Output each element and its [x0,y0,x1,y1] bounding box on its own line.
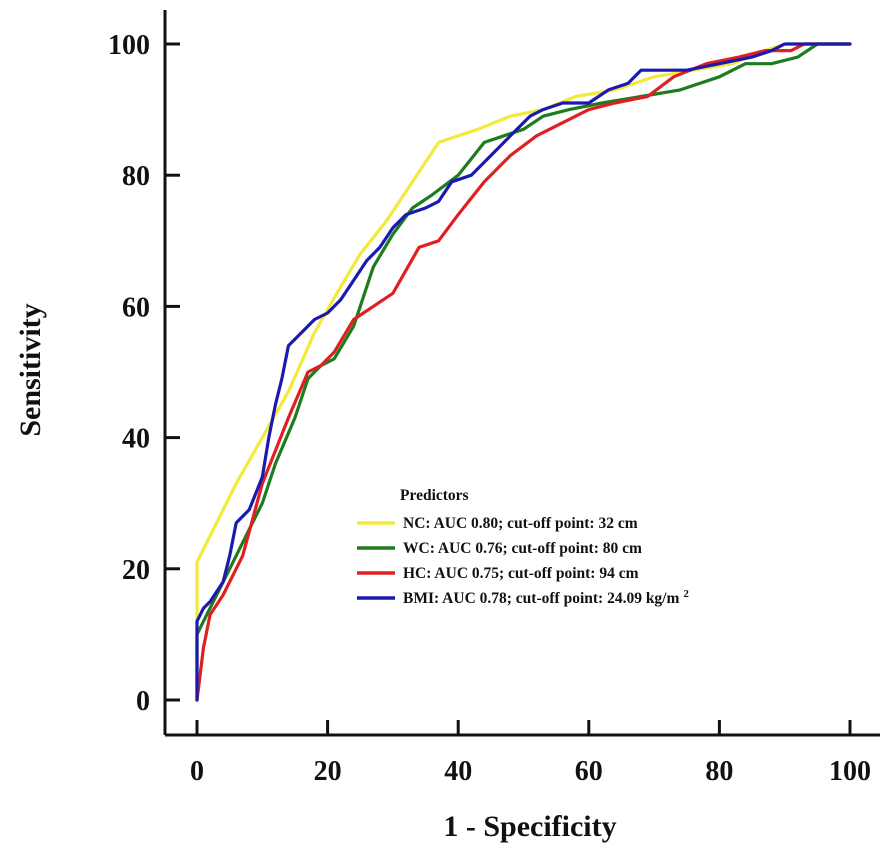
legend-label-superscript: 2 [683,588,689,600]
legend-label-text: NC: AUC 0.80; cut-off point: 32 cm [403,515,638,532]
legend-label-bmi: BMI: AUC 0.78; cut-off point: 24.09 kg/m… [403,588,689,607]
x-tick-label: 80 [705,756,733,787]
series-line-hc [195,42,852,702]
legend-label-hc: HC: AUC 0.75; cut-off point: 94 cm [403,565,639,582]
y-ticks: 0 20 40 60 80 100 [108,30,180,717]
series-line-bmi [195,42,852,702]
legend: Predictors NC: AUC 0.80; cut-off point: … [357,487,689,607]
x-axis-title: 1 - Specificity [443,810,616,843]
y-tick-label: 20 [122,555,150,586]
x-tick-label: 0 [190,756,204,787]
y-tick-label: 80 [122,161,150,192]
legend-label-nc: NC: AUC 0.80; cut-off point: 32 cm [403,515,638,532]
legend-label-wc: WC: AUC 0.76; cut-off point: 80 cm [403,540,642,557]
y-tick-label: 100 [108,30,150,61]
y-tick-label: 40 [122,424,150,455]
x-tick-label: 40 [444,756,472,787]
y-tick-label: 60 [122,292,150,323]
x-tick-label: 60 [575,756,603,787]
x-ticks: 0 20 40 60 80 100 [190,720,871,787]
legend-title: Predictors [400,487,469,504]
legend-label-text: BMI: AUC 0.78; cut-off point: 24.09 kg/m [403,590,679,607]
legend-label-text: WC: AUC 0.76; cut-off point: 80 cm [403,540,642,557]
legend-label-text: HC: AUC 0.75; cut-off point: 94 cm [403,565,639,582]
y-tick-label: 0 [136,686,150,717]
x-tick-label: 20 [314,756,342,787]
y-axis-title: Sensitivity [14,303,47,436]
x-tick-label: 100 [829,756,871,787]
series-lines [195,42,852,702]
